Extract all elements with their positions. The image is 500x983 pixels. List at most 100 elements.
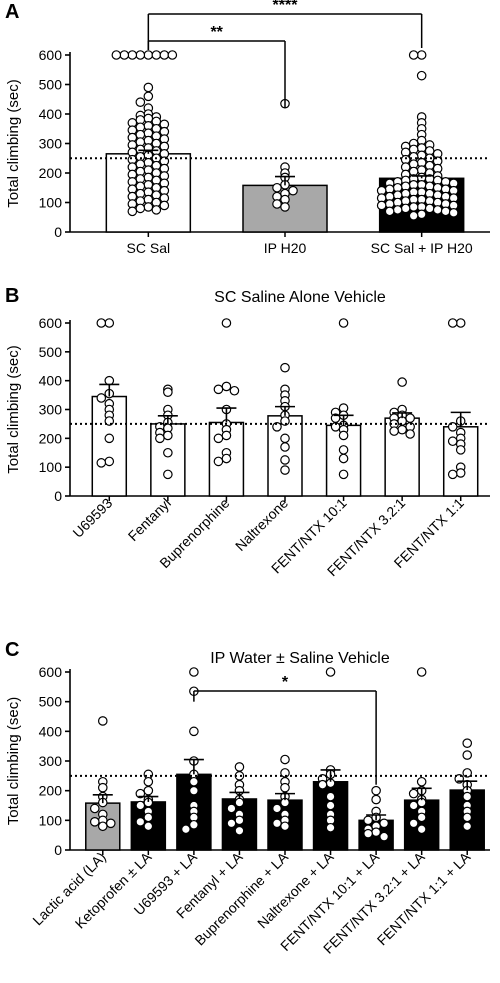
y-tick-label: 0 — [54, 842, 62, 858]
panel-letter-C: C — [5, 639, 19, 661]
data-point — [325, 800, 336, 811]
data-point — [325, 822, 336, 833]
data-point — [405, 429, 415, 439]
data-point — [455, 468, 466, 478]
data-point — [288, 185, 298, 196]
y-tick-label: 300 — [39, 402, 63, 418]
data-point — [97, 716, 108, 726]
data-point — [226, 803, 237, 814]
data-point — [325, 791, 336, 802]
data-point — [143, 812, 154, 823]
data-point — [163, 447, 173, 458]
data-point — [317, 779, 328, 790]
data-point — [400, 203, 411, 214]
data-point — [167, 50, 178, 60]
x-category-label: SC Sal — [127, 240, 171, 256]
data-point — [96, 393, 107, 403]
data-point — [462, 812, 473, 823]
data-point — [234, 825, 245, 836]
data-point — [135, 817, 146, 827]
panel-title: IP Water ± Saline Vehicle — [210, 650, 390, 667]
panel-title: SC Saline Alone Vehicle — [214, 289, 386, 306]
data-point — [416, 667, 427, 677]
y-tick-label: 500 — [39, 77, 63, 93]
data-point — [379, 818, 389, 829]
data-point — [379, 831, 389, 842]
data-point — [447, 318, 458, 328]
data-point — [163, 387, 173, 397]
data-point — [143, 776, 154, 787]
x-category-label: IP H20 — [264, 240, 307, 256]
data-point — [338, 453, 349, 464]
data-point — [135, 800, 146, 811]
data-point — [155, 433, 165, 444]
data-point — [213, 456, 224, 467]
data-point — [213, 433, 224, 444]
significance-label: ** — [210, 24, 223, 41]
y-axis-label: Total climbing (sec) — [5, 79, 22, 207]
data-point — [432, 205, 443, 215]
data-point — [97, 821, 108, 832]
data-point — [408, 210, 419, 221]
data-point — [371, 827, 381, 837]
y-tick-label: 300 — [39, 136, 63, 152]
data-point — [408, 818, 419, 829]
y-tick-label: 600 — [39, 664, 63, 680]
data-point — [104, 433, 115, 444]
data-point — [408, 50, 419, 60]
data-point — [462, 750, 473, 760]
data-point — [280, 465, 290, 475]
data-point — [397, 377, 407, 387]
data-point — [397, 424, 407, 435]
data-point — [455, 318, 466, 328]
data-point — [213, 384, 224, 395]
data-point — [405, 413, 415, 423]
y-tick-label: 400 — [39, 723, 63, 739]
data-point — [280, 455, 290, 465]
data-point — [127, 206, 138, 217]
y-axis-label: Total climbing (sec) — [5, 345, 22, 473]
data-point — [96, 458, 107, 468]
data-point — [440, 206, 451, 217]
data-point — [416, 824, 427, 835]
data-point — [127, 50, 138, 60]
data-point — [462, 791, 473, 802]
data-point — [416, 50, 427, 60]
y-tick-label: 500 — [39, 344, 63, 360]
data-point — [376, 200, 387, 211]
data-point — [389, 426, 399, 436]
significance-label: * — [282, 674, 289, 691]
data-point — [272, 199, 282, 209]
data-point — [104, 318, 115, 328]
panel-letter-B: B — [5, 285, 19, 307]
y-tick-label: 200 — [39, 165, 63, 181]
data-point — [221, 381, 232, 392]
data-point — [96, 318, 107, 328]
y-tick-label: 100 — [39, 459, 63, 475]
data-point — [338, 469, 349, 480]
data-point — [280, 433, 290, 444]
data-point — [151, 205, 162, 215]
data-point — [338, 445, 349, 455]
data-point — [280, 821, 290, 832]
data-point — [447, 436, 458, 447]
data-point — [143, 91, 154, 102]
data-point — [363, 815, 373, 826]
data-point — [135, 97, 146, 107]
data-point — [159, 200, 170, 211]
data-point — [97, 782, 108, 793]
data-point — [143, 202, 154, 212]
data-point — [392, 205, 403, 215]
data-point — [447, 469, 458, 480]
data-point — [416, 776, 427, 787]
data-point — [135, 203, 146, 214]
data-point — [221, 453, 232, 464]
data-point — [272, 803, 282, 814]
data-point — [135, 50, 146, 60]
data-point — [416, 70, 427, 81]
x-category-label: Fentanyl — [125, 495, 174, 544]
y-tick-label: 100 — [39, 812, 63, 828]
data-point — [159, 50, 170, 60]
y-tick-label: 200 — [39, 783, 63, 799]
data-point — [89, 803, 100, 814]
